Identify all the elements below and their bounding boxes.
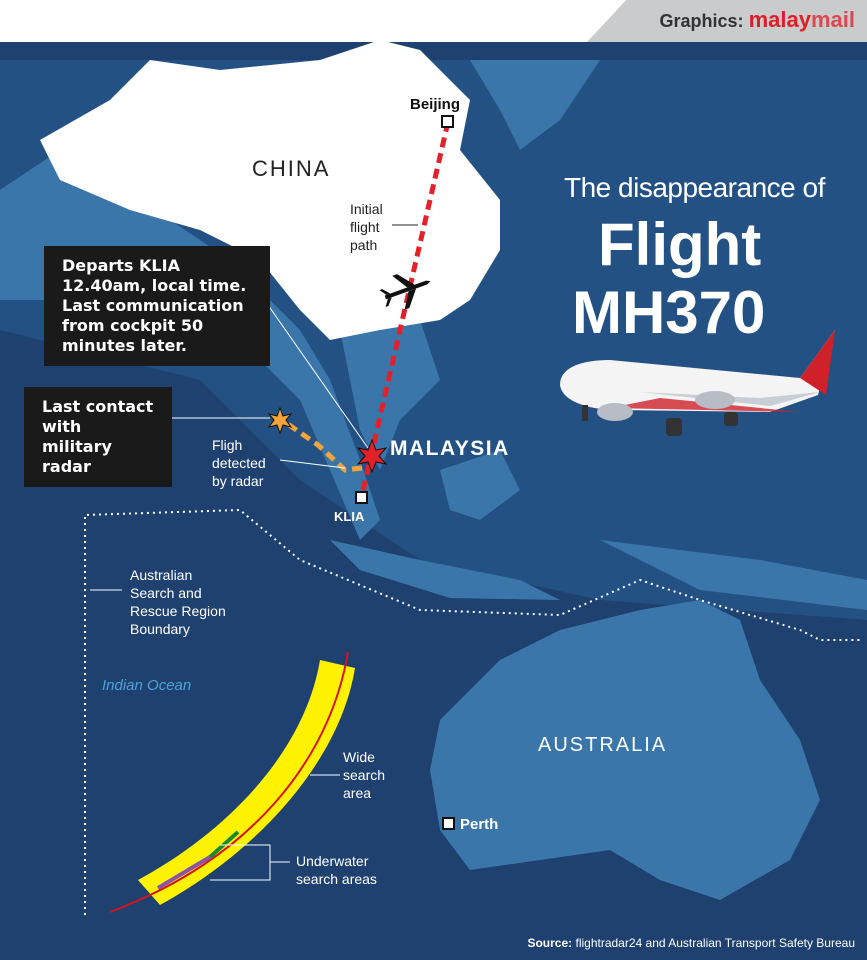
wide-search-area xyxy=(138,660,355,905)
explosion-star-icon xyxy=(267,406,293,435)
map xyxy=(0,42,867,960)
label-initial-flight-path: Initial flight path xyxy=(350,201,383,253)
source-note: Source: flightradar24 and Australian Tra… xyxy=(527,936,855,950)
credit-banner xyxy=(587,0,867,42)
title-line1: The disappearance of xyxy=(564,172,825,203)
title-mh370: MH370 xyxy=(572,279,766,346)
location-square-icon xyxy=(441,115,454,128)
leader-line xyxy=(267,304,369,449)
graphics-credit: Graphics: malaymail xyxy=(659,7,855,32)
location-square-icon xyxy=(355,491,368,504)
label-underwater-search-areas: Underwater search areas xyxy=(296,853,377,887)
australia-land xyxy=(430,600,820,900)
seventh-arc xyxy=(109,651,349,913)
radar-path xyxy=(280,417,363,473)
callout-departs-klia: Departs KLIA 12.40am, local time. Last com… xyxy=(44,246,270,366)
indochina-land xyxy=(340,320,440,470)
indonesia-land xyxy=(330,540,560,600)
korea-land xyxy=(470,60,600,150)
malaymail-logo: malay xyxy=(748,7,811,32)
leader-line xyxy=(210,844,290,881)
label-australia: AUSTRALIA xyxy=(538,734,668,756)
label-klia: KLIA xyxy=(334,509,365,524)
label-beijing: Beijing xyxy=(410,96,461,113)
callout-last-contact: Last contact with military radar xyxy=(24,387,172,487)
new-guinea-land xyxy=(600,540,867,610)
airplane-icon xyxy=(379,274,431,310)
location-square-icon xyxy=(442,817,455,830)
label-wide-search-area: Wide search area xyxy=(343,749,386,801)
explosion-star-icon xyxy=(356,438,388,474)
mh370-aircraft-illustration xyxy=(560,330,835,436)
label-china: CHINA xyxy=(252,156,331,181)
label-indian-ocean: Indian Ocean xyxy=(102,677,192,694)
header-bar: Graphics: malaymail xyxy=(0,0,867,42)
leader-line xyxy=(279,459,346,469)
label-sar-boundary: Australian Search and Rescue Region Boundar… xyxy=(130,567,226,637)
borneo-land xyxy=(440,450,520,520)
title-flight: Flight xyxy=(598,211,762,278)
label-detected-by-radar: Fligh detected by radar xyxy=(212,437,266,489)
search-rescue-boundary xyxy=(84,508,860,915)
underwater-search-purple xyxy=(156,855,212,890)
label-perth: Perth xyxy=(460,816,499,833)
china-land xyxy=(40,42,500,340)
label-malaysia: MALAYSIA xyxy=(390,437,510,460)
